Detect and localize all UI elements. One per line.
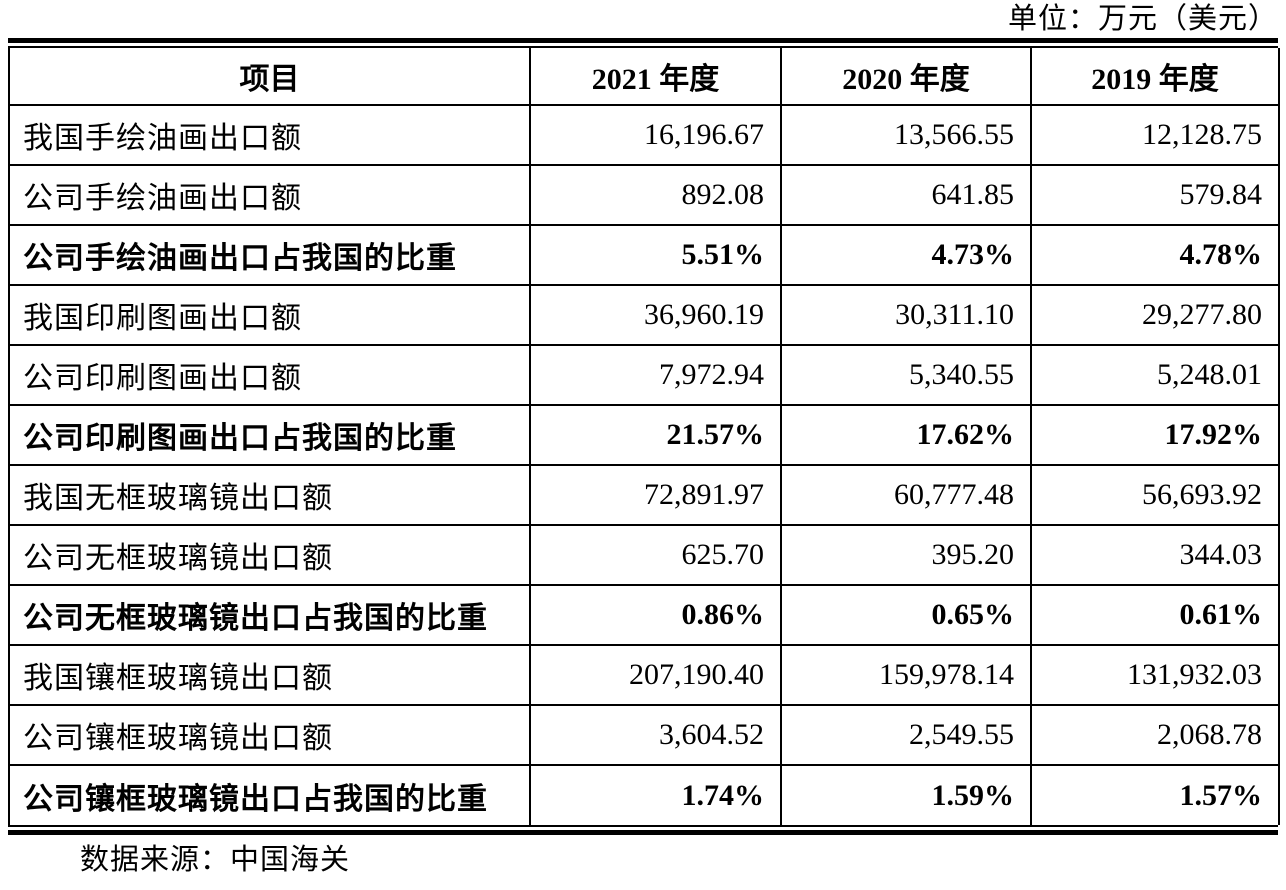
row-value-2021: 0.86% xyxy=(529,584,782,646)
row-value-2020: 17.62% xyxy=(780,404,1032,466)
row-label: 我国镶框玻璃镜出口额 xyxy=(8,644,531,706)
table-body: 我国手绘油画出口额 16,196.67 13,566.55 12,128.75 公司手绘… xyxy=(8,104,1280,825)
row-value-2021: 21.57% xyxy=(529,404,782,466)
row-value-2021: 16,196.67 xyxy=(529,104,782,166)
row-label: 公司印刷图画出口占我国的比重 xyxy=(8,404,531,466)
row-value-2019: 2,068.78 xyxy=(1030,704,1280,766)
header-row: 项目 2021 年度 2020 年度 2019 年度 xyxy=(8,48,1280,106)
row-value-2021: 36,960.19 xyxy=(529,284,782,346)
row-value-2021: 7,972.94 xyxy=(529,344,782,406)
row-value-2019: 5,248.01 xyxy=(1030,344,1280,406)
row-value-2021: 3,604.52 xyxy=(529,704,782,766)
row-value-2019: 29,277.80 xyxy=(1030,284,1280,346)
table-row: 公司镶框玻璃镜出口占我国的比重 1.74% 1.59% 1.57% xyxy=(8,764,1280,825)
row-label: 公司无框玻璃镜出口占我国的比重 xyxy=(8,584,531,646)
row-value-2021: 5.51% xyxy=(529,224,782,286)
table-row: 我国手绘油画出口额 16,196.67 13,566.55 12,128.75 xyxy=(8,104,1280,166)
data-source-note: 数据来源：中国海关 xyxy=(80,844,351,876)
column-header-2019: 2019 年度 xyxy=(1030,48,1280,106)
row-label: 公司手绘油画出口额 xyxy=(8,164,531,226)
row-label: 我国无框玻璃镜出口额 xyxy=(8,464,531,526)
column-header-2020: 2020 年度 xyxy=(780,48,1032,106)
row-value-2019: 579.84 xyxy=(1030,164,1280,226)
row-value-2021: 625.70 xyxy=(529,524,782,586)
row-value-2020: 60,777.48 xyxy=(780,464,1032,526)
row-value-2021: 72,891.97 xyxy=(529,464,782,526)
unit-label: 单位：万元（美元） xyxy=(1007,3,1278,35)
row-value-2019: 0.61% xyxy=(1030,584,1280,646)
table-row: 公司无框玻璃镜出口额 625.70 395.20 344.03 xyxy=(8,524,1280,586)
table-bottom-rule xyxy=(8,825,1278,835)
row-value-2021: 207,190.40 xyxy=(529,644,782,706)
row-label: 我国手绘油画出口额 xyxy=(8,104,531,166)
row-value-2019: 131,932.03 xyxy=(1030,644,1280,706)
table-row: 我国镶框玻璃镜出口额 207,190.40 159,978.14 131,932.03 xyxy=(8,644,1280,706)
row-value-2020: 30,311.10 xyxy=(780,284,1032,346)
row-label: 公司无框玻璃镜出口额 xyxy=(8,524,531,586)
row-value-2020: 641.85 xyxy=(780,164,1032,226)
table-row: 公司手绘油画出口额 892.08 641.85 579.84 xyxy=(8,164,1280,226)
row-label: 公司镶框玻璃镜出口占我国的比重 xyxy=(8,764,531,825)
row-value-2021: 1.74% xyxy=(529,764,782,825)
table-row: 公司手绘油画出口占我国的比重 5.51% 4.73% 4.78% xyxy=(8,224,1280,286)
table-top-rule xyxy=(8,38,1278,48)
table-row: 公司印刷图画出口额 7,972.94 5,340.55 5,248.01 xyxy=(8,344,1280,406)
row-value-2019: 344.03 xyxy=(1030,524,1280,586)
table-row: 我国无框玻璃镜出口额 72,891.97 60,777.48 56,693.92 xyxy=(8,464,1280,526)
row-value-2019: 56,693.92 xyxy=(1030,464,1280,526)
row-label: 公司手绘油画出口占我国的比重 xyxy=(8,224,531,286)
column-header-item: 项目 xyxy=(8,48,531,106)
row-value-2019: 1.57% xyxy=(1030,764,1280,825)
column-header-2021: 2021 年度 xyxy=(529,48,782,106)
row-label: 公司镶框玻璃镜出口额 xyxy=(8,704,531,766)
row-value-2020: 2,549.55 xyxy=(780,704,1032,766)
row-label: 我国印刷图画出口额 xyxy=(8,284,531,346)
row-label: 公司印刷图画出口额 xyxy=(8,344,531,406)
table-row: 公司镶框玻璃镜出口额 3,604.52 2,549.55 2,068.78 xyxy=(8,704,1280,766)
row-value-2020: 5,340.55 xyxy=(780,344,1032,406)
row-value-2019: 12,128.75 xyxy=(1030,104,1280,166)
row-value-2020: 13,566.55 xyxy=(780,104,1032,166)
table-row: 我国印刷图画出口额 36,960.19 30,311.10 29,277.80 xyxy=(8,284,1280,346)
row-value-2020: 1.59% xyxy=(780,764,1032,825)
row-value-2020: 0.65% xyxy=(780,584,1032,646)
row-value-2020: 4.73% xyxy=(780,224,1032,286)
row-value-2020: 395.20 xyxy=(780,524,1032,586)
row-value-2019: 4.78% xyxy=(1030,224,1280,286)
table-row: 公司印刷图画出口占我国的比重 21.57% 17.62% 17.92% xyxy=(8,404,1280,466)
table-row: 公司无框玻璃镜出口占我国的比重 0.86% 0.65% 0.61% xyxy=(8,584,1280,646)
export-comparison-table: 项目 2021 年度 2020 年度 2019 年度 我国手绘油画出口额 16,1… xyxy=(8,48,1280,825)
export-comparison-table-wrap: 项目 2021 年度 2020 年度 2019 年度 我国手绘油画出口额 16,1… xyxy=(8,38,1280,835)
row-value-2020: 159,978.14 xyxy=(780,644,1032,706)
row-value-2019: 17.92% xyxy=(1030,404,1280,466)
row-value-2021: 892.08 xyxy=(529,164,782,226)
table-header: 项目 2021 年度 2020 年度 2019 年度 xyxy=(8,48,1280,106)
